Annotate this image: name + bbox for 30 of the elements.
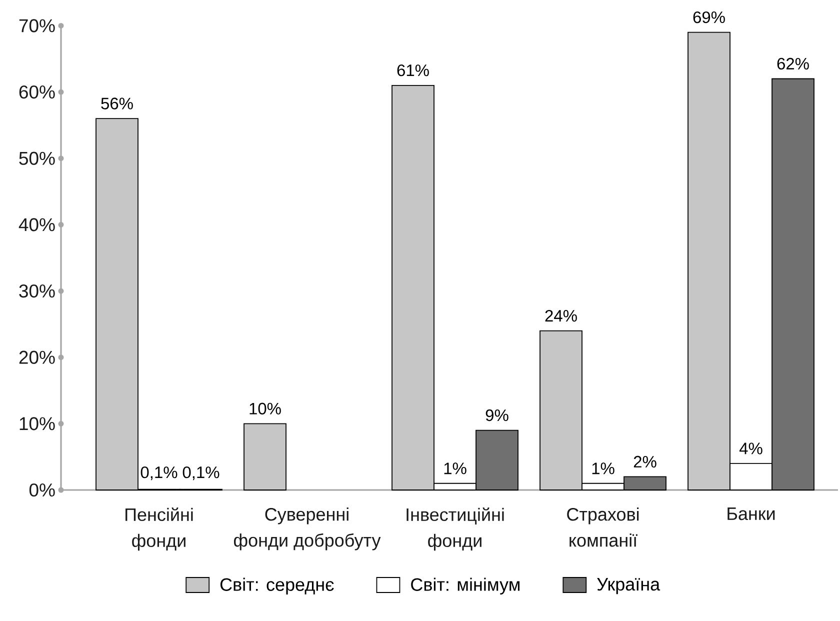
data-label: 62% — [777, 58, 809, 70]
data-label: 1% — [444, 462, 466, 474]
data-label: 1% — [592, 462, 614, 474]
data-label: 10% — [250, 402, 281, 414]
data-label: 56% — [101, 98, 133, 110]
data-label: 0,1% — [182, 466, 220, 480]
legend-label: Україна — [597, 578, 660, 594]
y-tick-label: 10% — [20, 417, 55, 430]
legend-label: Світ: мінімум — [411, 578, 520, 595]
x-tick-label: Банки — [728, 508, 775, 520]
bar — [244, 423, 286, 490]
y-tick-label: 60% — [19, 85, 55, 99]
y-tick-label: 70% — [19, 19, 55, 32]
data-label: 61% — [397, 64, 429, 76]
data-label: 9% — [486, 409, 508, 422]
data-label: 69% — [693, 11, 725, 24]
y-tick-label: 40% — [18, 218, 55, 232]
data-label: 4% — [739, 442, 762, 454]
y-tick-label: 0% — [29, 483, 55, 497]
legend-label: Світ: середнє — [220, 578, 334, 595]
x-tick-label: Суверенні фонди добробуту — [234, 508, 381, 550]
data-label: 2% — [634, 456, 656, 468]
data-label: 0,1% — [140, 466, 178, 480]
x-tick-label: Пенсійні фонди — [126, 508, 193, 551]
y-tick-label: 50% — [19, 152, 55, 165]
y-tick-label: 30% — [19, 284, 55, 298]
y-tick-label: 20% — [19, 350, 55, 364]
x-tick-label: Страхові компанії — [567, 508, 639, 547]
data-label: 24% — [545, 310, 577, 322]
x-tick-label: Інвестиційні фонди — [406, 508, 504, 551]
